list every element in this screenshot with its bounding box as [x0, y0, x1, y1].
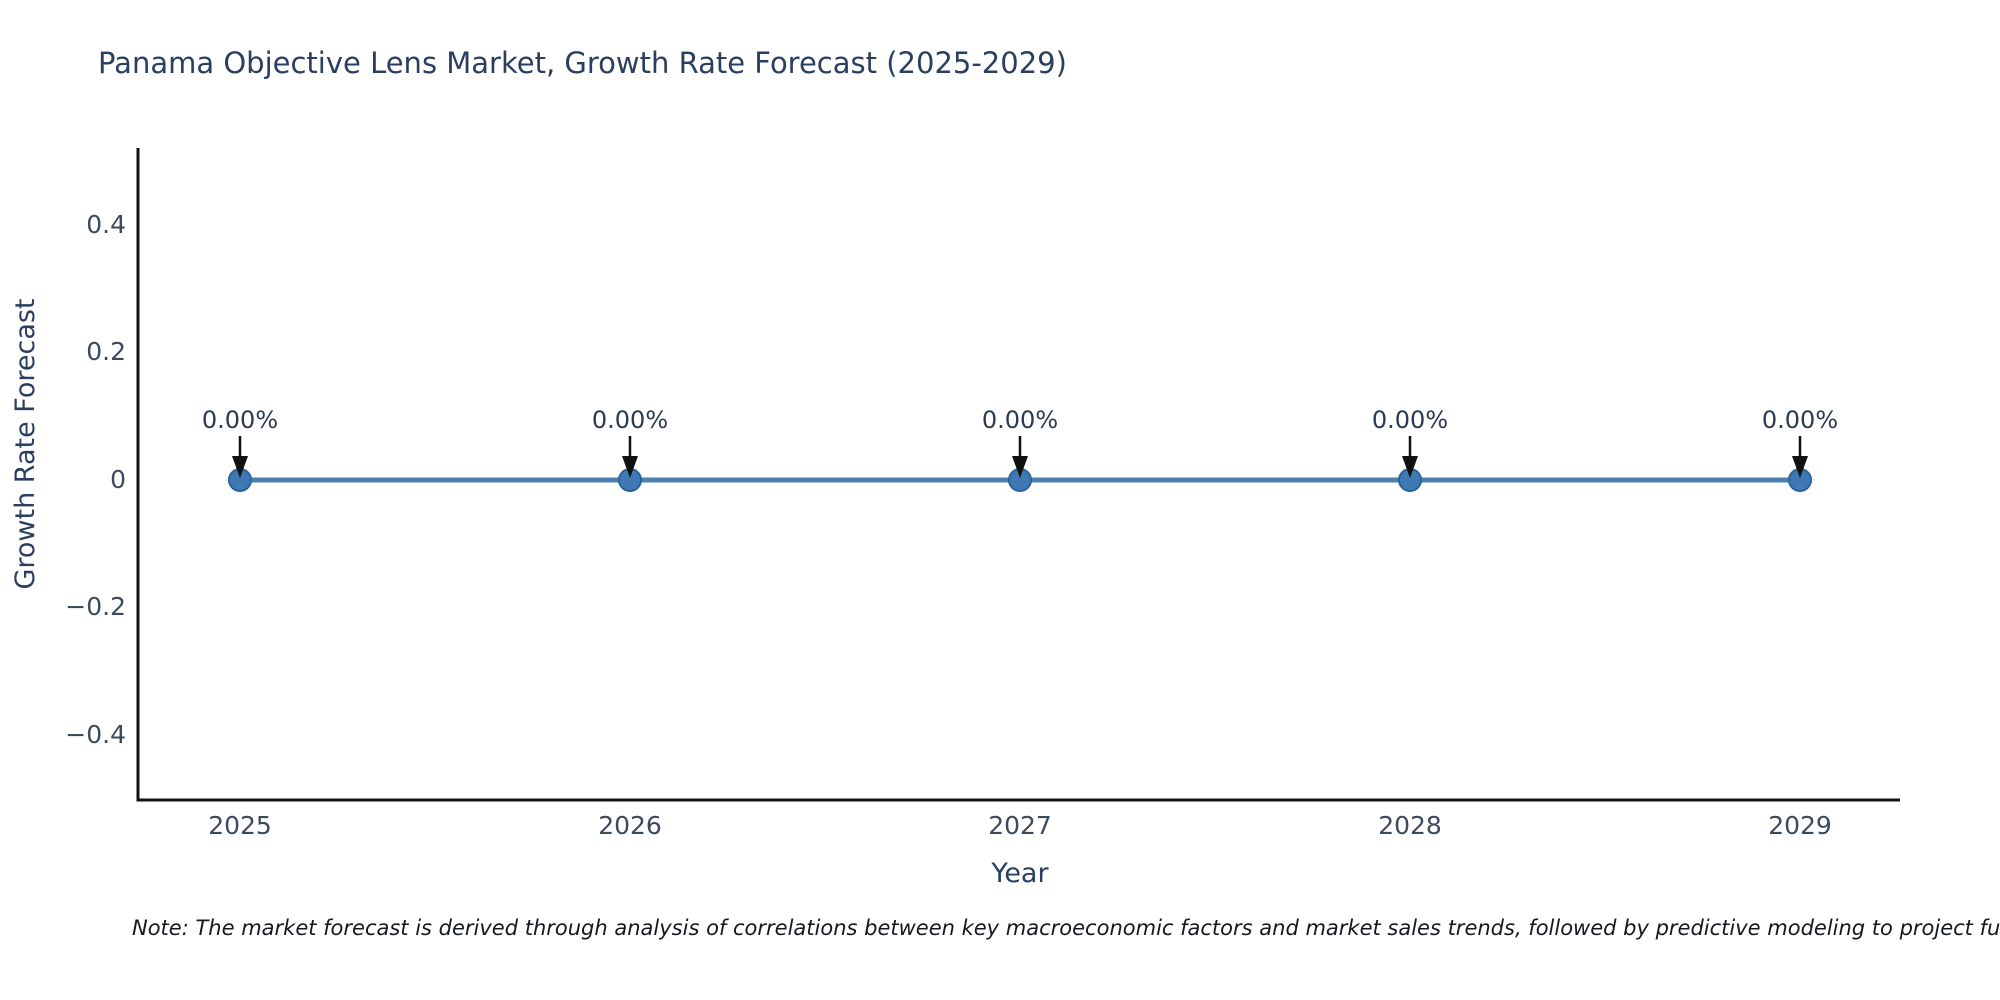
y-tick-label: 0.4 [86, 210, 126, 239]
x-tick-label: 2029 [1768, 811, 1832, 840]
point-label: 0.00% [591, 406, 669, 434]
x-tick-label: 2027 [988, 811, 1052, 840]
x-tick-label: 2025 [208, 811, 272, 840]
point-label: 0.00% [981, 406, 1059, 434]
x-tick-label: 2028 [1378, 811, 1442, 840]
y-tick-label: −0.2 [65, 592, 126, 621]
y-tick-label: 0.2 [86, 337, 126, 366]
annotation-arrow [622, 436, 638, 478]
annotation-arrow [1402, 436, 1418, 478]
annotation-arrow [1012, 436, 1028, 478]
y-tick-label: 0 [110, 465, 126, 494]
annotation-arrow [232, 436, 248, 478]
x-tick-label: 2026 [598, 811, 662, 840]
footnote: Note: The market forecast is derived thr… [132, 916, 2000, 940]
y-tick-label: −0.4 [65, 720, 126, 749]
point-label: 0.00% [1371, 406, 1449, 434]
point-label: 0.00% [201, 406, 279, 434]
annotation-arrow [1792, 436, 1808, 478]
chart-title: Panama Objective Lens Market, Growth Rat… [98, 46, 1067, 80]
x-axis-title: Year [991, 858, 1049, 889]
point-label: 0.00% [1761, 406, 1839, 434]
